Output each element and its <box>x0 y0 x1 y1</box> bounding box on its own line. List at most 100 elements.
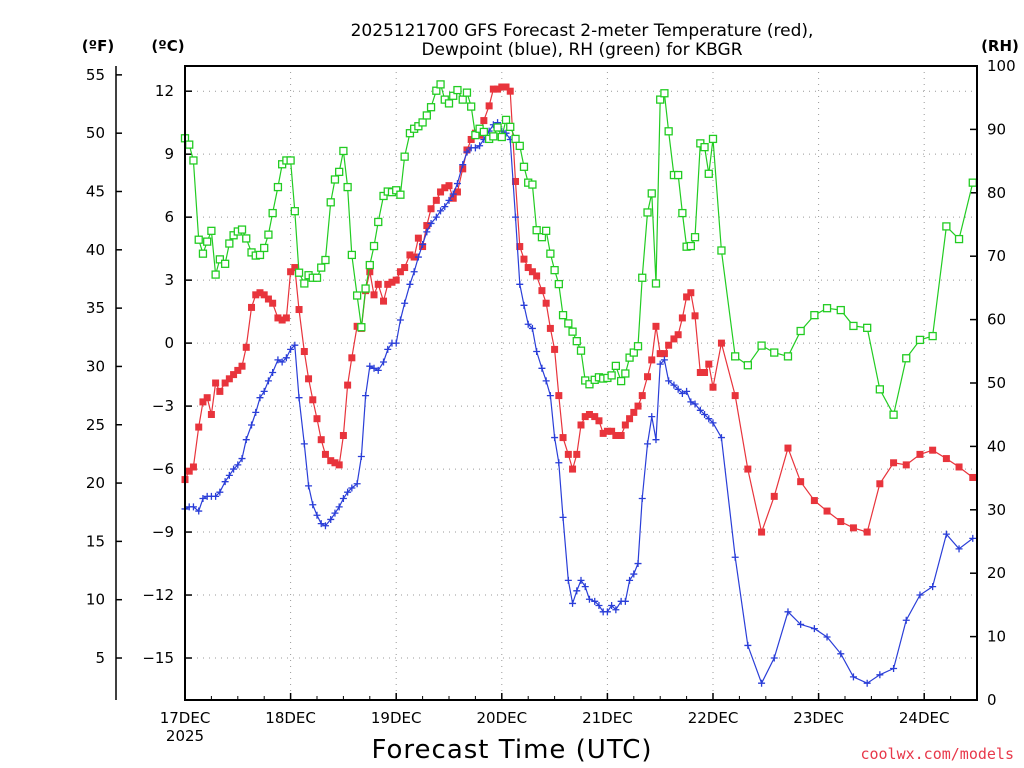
fahrenheit-tick-label: 20 <box>86 474 105 492</box>
temperature-point <box>414 234 422 242</box>
dewpoint-point <box>546 392 554 400</box>
rh-point <box>479 127 488 137</box>
temperature-point <box>441 184 449 192</box>
temperature-point <box>423 222 431 230</box>
rh-point <box>365 260 374 270</box>
rh-point <box>656 95 665 104</box>
dewpoint-point <box>555 459 563 467</box>
rh-point <box>422 111 431 120</box>
rh-point <box>361 284 370 293</box>
dewpoint-point <box>533 348 541 356</box>
temperature-point <box>942 455 950 463</box>
temperature-point <box>252 291 260 299</box>
dewpoint-point <box>591 597 599 605</box>
temperature-point <box>353 322 361 330</box>
dewpoint-point <box>573 587 581 595</box>
dewpoint-point <box>837 650 845 658</box>
rh-tick-label: 80 <box>987 184 1006 202</box>
temperature-point <box>195 423 203 431</box>
dewpoint-point <box>242 436 250 444</box>
dewpoint-point <box>278 358 286 366</box>
temperature-point <box>955 463 963 471</box>
dewpoint-point <box>638 494 646 502</box>
fahrenheit-tick-label: 5 <box>95 649 105 667</box>
credit-link[interactable]: coolwx.com/models <box>860 745 1014 763</box>
dewpoint-point <box>876 671 884 679</box>
dewpoint-point <box>366 362 374 370</box>
dewpoint-point <box>929 583 937 591</box>
temperature-point <box>630 408 638 416</box>
dewpoint-point <box>248 421 256 429</box>
rh-point <box>532 226 541 235</box>
x-tick-label: 17DEC <box>160 709 211 727</box>
temperature-point <box>344 381 352 389</box>
dewpoint-point <box>300 440 308 448</box>
dewpoint-point <box>370 364 378 372</box>
temperature-point <box>489 85 497 93</box>
dewpoint-point <box>195 507 203 515</box>
dewpoint-point <box>705 415 713 423</box>
dewpoint-point <box>221 478 229 486</box>
dewpoint-point <box>758 679 766 687</box>
rh-point <box>436 80 445 89</box>
fahrenheit-tick-label: 35 <box>86 299 105 317</box>
temperature-point <box>327 457 335 465</box>
temperature-point <box>770 492 778 500</box>
rh-point <box>651 279 661 288</box>
temperature-point <box>287 268 295 276</box>
rh-point <box>242 234 251 243</box>
rh-point <box>194 235 203 244</box>
rh-point <box>392 186 401 195</box>
dewpoint-point <box>384 345 392 353</box>
temperature-point <box>295 306 303 314</box>
rh-point <box>215 255 224 264</box>
temperature-point <box>502 83 510 91</box>
temperature-point <box>410 253 418 261</box>
rh-point <box>664 127 673 136</box>
fahrenheit-tick-label: 45 <box>86 182 105 200</box>
rh-point <box>875 385 884 394</box>
temperature-point <box>644 373 652 381</box>
dewpoint-point <box>648 413 656 421</box>
rh-point <box>330 175 340 184</box>
rh-point <box>863 323 872 332</box>
rh-point <box>321 255 330 265</box>
rh-tick-label: 10 <box>987 628 1006 646</box>
rh-point <box>268 208 277 218</box>
dewpoint-point <box>577 576 585 584</box>
dewpoint-point <box>313 511 321 519</box>
temperature-point <box>498 83 506 91</box>
celsius-tick-label: −12 <box>142 586 174 604</box>
dewpoint-point <box>674 385 682 393</box>
temperature-point <box>348 354 356 362</box>
dewpoint-point <box>401 299 409 307</box>
rh-point <box>638 273 647 282</box>
fahrenheit-tick-label: 25 <box>86 416 105 434</box>
temperature-point <box>199 398 207 406</box>
chart-title-line-1: 2025121700 GFS Forecast 2-meter Temperat… <box>351 21 814 41</box>
dewpoint-point <box>396 316 404 324</box>
dewpoint-point <box>410 268 418 276</box>
temperature-point <box>621 421 629 429</box>
x-tick-label: 20DEC <box>477 709 528 727</box>
temperature-point <box>709 383 717 391</box>
rh-point <box>717 246 726 255</box>
dewpoint-point <box>353 480 361 488</box>
temperature-point <box>366 268 374 276</box>
temperature-point <box>929 446 937 454</box>
rh-point <box>432 86 441 95</box>
dewpoint-point <box>797 620 805 628</box>
dewpoint-point <box>683 387 691 395</box>
rh-point <box>708 134 718 144</box>
rh-point <box>674 170 683 180</box>
rh-point <box>686 241 695 251</box>
rh-point <box>743 361 752 370</box>
rh-point <box>770 348 779 357</box>
dewpoint-point <box>362 392 370 400</box>
dewpoint-point <box>595 602 603 610</box>
dewpoint-point <box>374 366 382 374</box>
rh-point <box>185 140 194 149</box>
fahrenheit-tick-label: 15 <box>86 532 105 550</box>
dewpoint-point <box>581 583 589 591</box>
dewpoint-point <box>709 419 717 427</box>
